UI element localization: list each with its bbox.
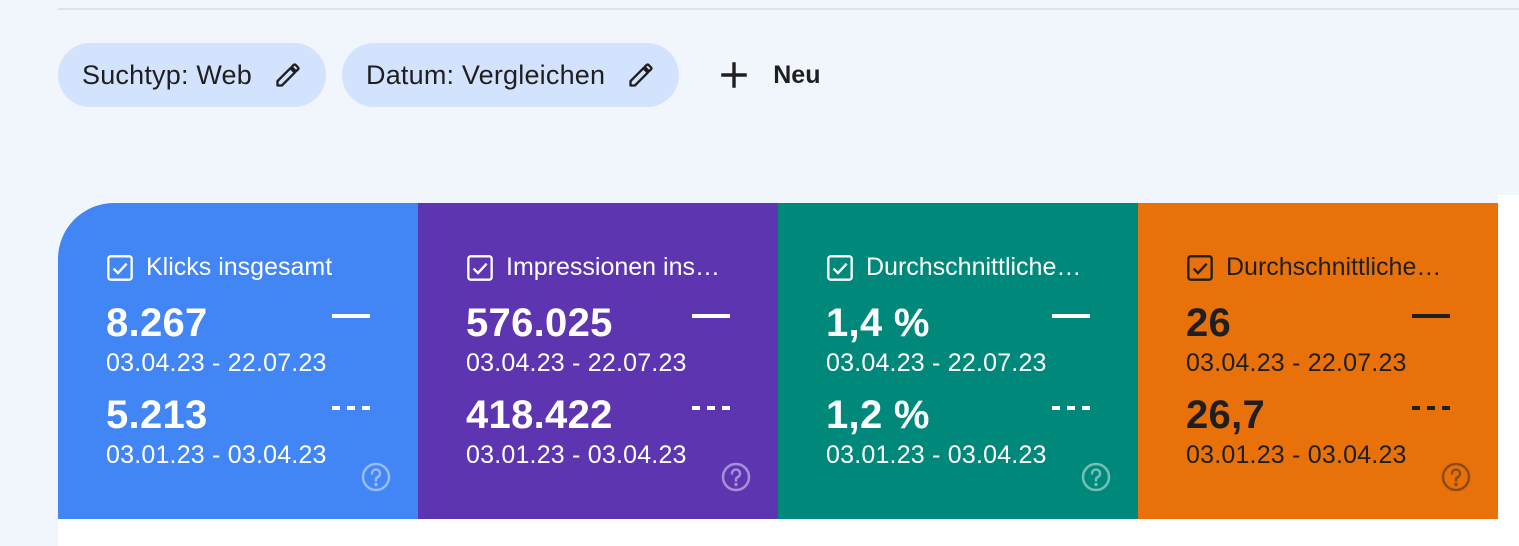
chart-area-top (58, 519, 1498, 546)
pencil-icon[interactable] (274, 61, 302, 89)
metric-primary-value: 8.267 (106, 301, 208, 345)
metric-secondary-value: 26,7 (1186, 393, 1266, 437)
checkbox-checked-icon[interactable] (826, 254, 854, 282)
pencil-icon[interactable] (627, 61, 655, 89)
legend-dashed-line-icon (1052, 406, 1090, 410)
legend-solid-line-icon (332, 314, 370, 318)
filter-chip-label: Datum: Vergleichen (366, 59, 606, 90)
metric-primary-range: 03.04.23 - 22.07.23 (826, 349, 1047, 377)
metric-card-ctr[interactable]: Durchschnittliche… 1,4 % 03.04.23 - 22.0… (778, 203, 1138, 519)
metric-card-header: Klicks insgesamt (106, 253, 406, 282)
legend-dashed-line-icon (1412, 406, 1450, 410)
metric-secondary-value: 5.213 (106, 393, 208, 437)
metric-secondary-range: 03.01.23 - 03.04.23 (1186, 441, 1407, 469)
metric-primary-range: 03.04.23 - 22.07.23 (106, 349, 327, 377)
new-filter-button[interactable]: Neu (717, 43, 820, 107)
metric-title: Klicks insgesamt (146, 253, 333, 281)
filter-chip-search-type[interactable]: Suchtyp: Web (58, 43, 326, 107)
filter-chip-date[interactable]: Datum: Vergleichen (342, 43, 680, 107)
metric-secondary-value: 1,2 % (826, 393, 930, 437)
metric-primary-range: 03.04.23 - 22.07.23 (466, 349, 687, 377)
metric-card-clicks[interactable]: Klicks insgesamt 8.267 03.04.23 - 22.07.… (58, 203, 418, 519)
metric-cards: Klicks insgesamt 8.267 03.04.23 - 22.07.… (58, 203, 1498, 519)
help-circle-icon[interactable] (720, 461, 752, 493)
metric-title: Durchschnittliche… (866, 253, 1082, 281)
metric-secondary-value: 418.422 (466, 393, 613, 437)
help-circle-icon[interactable] (1440, 461, 1472, 493)
legend-solid-line-icon (1052, 314, 1090, 318)
metric-card-header: Durchschnittliche… (826, 253, 1126, 282)
metric-card-impressions[interactable]: Impressionen ins… 576.025 03.04.23 - 22.… (418, 203, 778, 519)
metric-primary-value: 26 (1186, 301, 1232, 345)
legend-solid-line-icon (692, 314, 730, 318)
top-divider (58, 8, 1519, 10)
metric-card-header: Durchschnittliche… (1186, 253, 1486, 282)
help-circle-icon[interactable] (1080, 461, 1112, 493)
checkbox-checked-icon[interactable] (106, 254, 134, 282)
legend-dashed-line-icon (332, 406, 370, 410)
metric-title: Impressionen ins… (506, 253, 720, 281)
metric-primary-value: 576.025 (466, 301, 613, 345)
checkbox-checked-icon[interactable] (1186, 254, 1214, 282)
right-panel (1498, 195, 1519, 546)
metric-secondary-range: 03.01.23 - 03.04.23 (826, 441, 1047, 469)
new-filter-label: Neu (773, 60, 821, 89)
filter-chip-label: Suchtyp: Web (82, 59, 252, 90)
metric-primary-value: 1,4 % (826, 301, 930, 345)
checkbox-checked-icon[interactable] (466, 254, 494, 282)
plus-icon (721, 62, 747, 88)
legend-solid-line-icon (1412, 314, 1450, 318)
help-circle-icon[interactable] (360, 461, 392, 493)
filter-bar: Suchtyp: Web Datum: Vergleichen Neu (58, 43, 820, 107)
metric-secondary-range: 03.01.23 - 03.04.23 (466, 441, 687, 469)
metric-primary-range: 03.04.23 - 22.07.23 (1186, 349, 1407, 377)
legend-dashed-line-icon (692, 406, 730, 410)
metric-card-header: Impressionen ins… (466, 253, 766, 282)
metric-secondary-range: 03.01.23 - 03.04.23 (106, 441, 327, 469)
metric-card-position[interactable]: Durchschnittliche… 26 03.04.23 - 22.07.2… (1138, 203, 1498, 519)
metric-title: Durchschnittliche… (1226, 253, 1442, 281)
